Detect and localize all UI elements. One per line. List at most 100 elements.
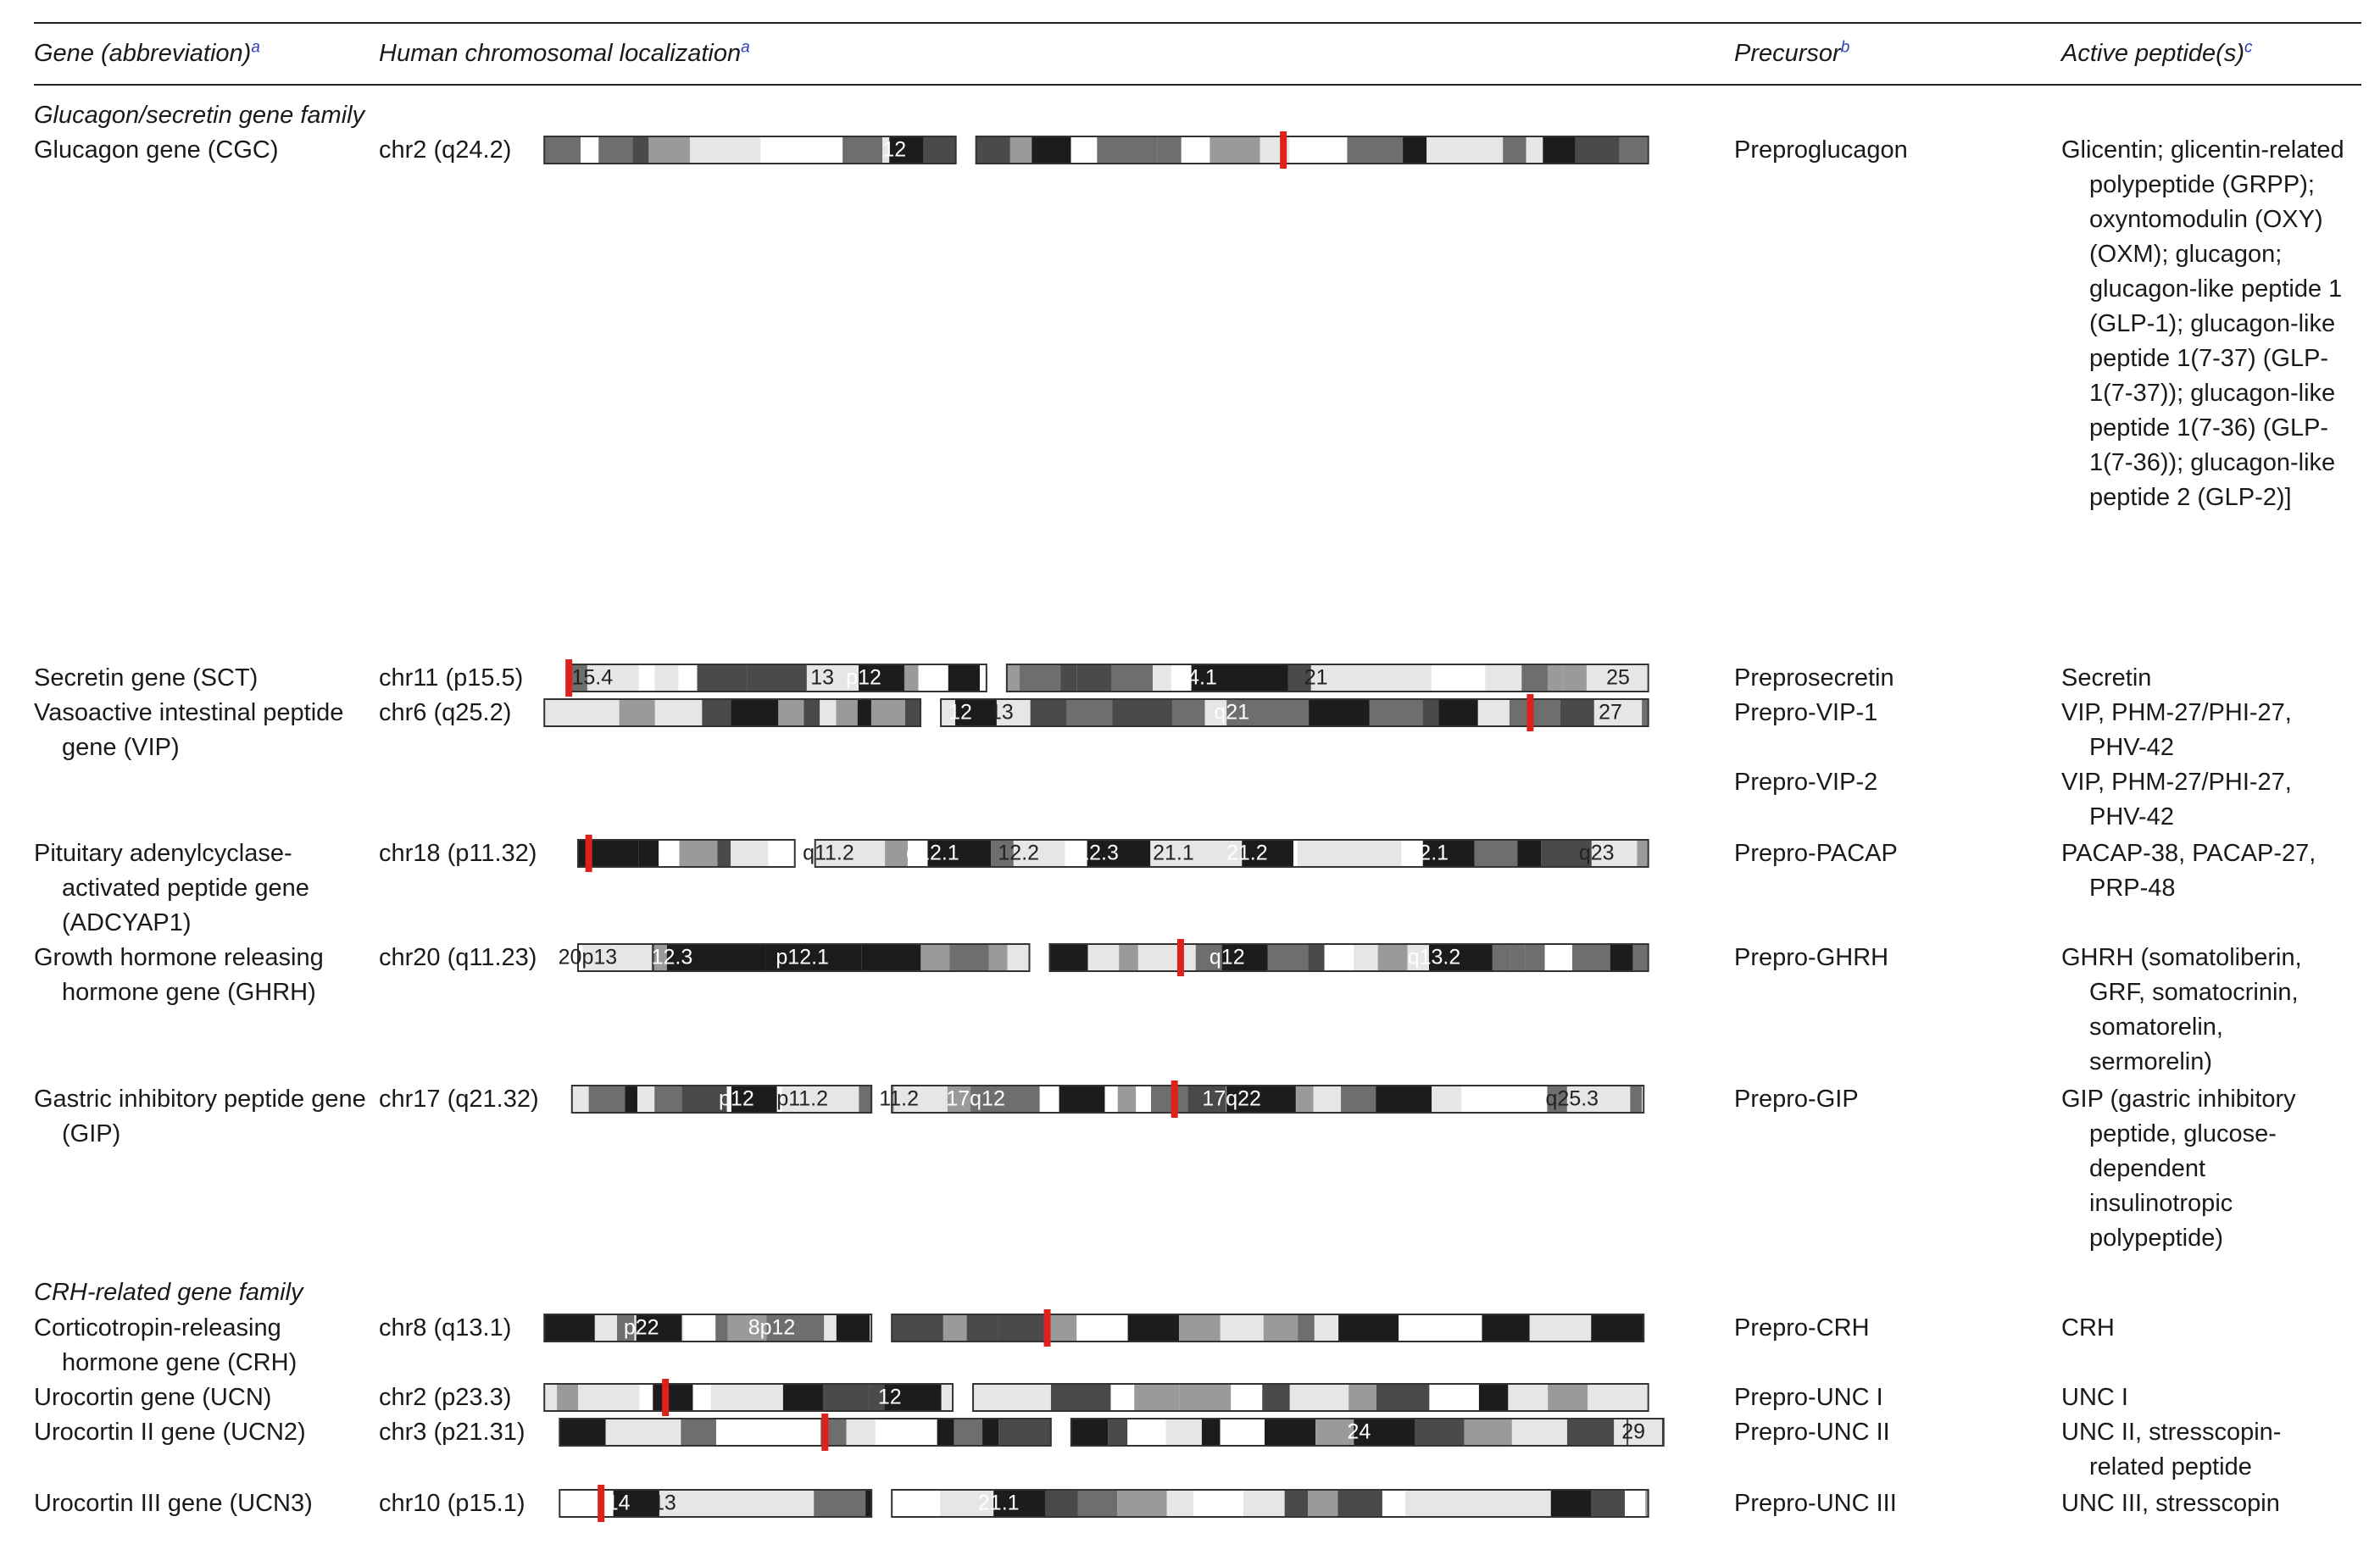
band-label-bg bbox=[817, 665, 852, 691]
chromosome-band bbox=[594, 1314, 617, 1342]
chromosome-band bbox=[1181, 136, 1210, 164]
chromosome-band bbox=[892, 1490, 941, 1517]
chromosome-band bbox=[746, 1384, 783, 1411]
chromosome-band bbox=[870, 1314, 872, 1342]
chromosome-outline bbox=[1005, 664, 1649, 692]
band-label: 25 bbox=[1606, 666, 1630, 690]
chromosome-outline bbox=[559, 1418, 1052, 1447]
chromosome-outline bbox=[543, 1314, 873, 1342]
precursor: Prepro-VIP-1 bbox=[1734, 699, 1878, 726]
chromosome-band bbox=[1134, 1384, 1180, 1411]
precursor-list: Prepro-VIP-1 VIP, PHM-27/PHI-27, PHV-42 Pr… bbox=[1734, 696, 2361, 835]
header-gene: Gene (abbreviation)a bbox=[34, 36, 260, 71]
band-label: 11.2 bbox=[879, 1087, 919, 1111]
chromosome-band bbox=[1187, 1086, 1226, 1113]
chromosome-band bbox=[1110, 1384, 1135, 1411]
band-label-bg bbox=[889, 137, 924, 163]
chromosome-band bbox=[1461, 1086, 1497, 1113]
chromosome-band bbox=[1376, 664, 1393, 692]
header-text: Active peptide(s) bbox=[2061, 40, 2244, 67]
band-label-bg bbox=[1354, 1419, 1388, 1445]
chromosome-band bbox=[1496, 1086, 1548, 1113]
active-peptides: VIP, PHM-27/PHI-27, PHV-42 bbox=[2061, 699, 2292, 761]
chromosome-band bbox=[1265, 1419, 1316, 1446]
band-label-bg bbox=[1422, 841, 1475, 866]
footnote-marker: b bbox=[1840, 38, 1850, 57]
chromosome-band bbox=[1429, 1384, 1479, 1411]
chromosome-band bbox=[605, 1419, 620, 1446]
band-label: 12 bbox=[948, 701, 972, 725]
band-label: 12.2 bbox=[998, 842, 1039, 865]
chromosome-band bbox=[1478, 1384, 1509, 1411]
band-label-bg bbox=[636, 1315, 682, 1341]
chromosome: 15.4 13 p12 14.1 21 25 bbox=[565, 659, 1649, 697]
band-label-bg bbox=[970, 1086, 1040, 1112]
band-label: p22 bbox=[624, 1316, 659, 1340]
precursor-list: Preproglucagon Glicentin; glicentin-relat… bbox=[1734, 133, 2361, 515]
chromosome-band bbox=[1087, 944, 1120, 971]
active-peptides: VIP, PHM-27/PHI-27, PHV-42 bbox=[2061, 769, 2292, 830]
chromosome-band bbox=[1111, 664, 1154, 692]
band-label: 8p12 bbox=[748, 1316, 796, 1340]
chromosome-band bbox=[1077, 1490, 1118, 1517]
chromosome-band bbox=[966, 1314, 998, 1342]
chromosome-band bbox=[715, 1314, 728, 1342]
chromosome-band bbox=[1127, 1419, 1166, 1446]
gene-marker bbox=[662, 1379, 670, 1416]
chromosome-band bbox=[1032, 136, 1071, 164]
chromosome-band bbox=[1526, 136, 1543, 164]
chromosome-band bbox=[797, 136, 843, 164]
header-localization: Human chromosomal localizationa bbox=[379, 36, 750, 71]
band-label-bg bbox=[1428, 945, 1493, 970]
chromosome-band bbox=[782, 1384, 823, 1411]
band-label: 12.3 bbox=[652, 946, 693, 969]
chromosome-band bbox=[1508, 1384, 1549, 1411]
chromosome-location: chr2 (p23.3) bbox=[379, 1384, 512, 1411]
chromosome-band bbox=[768, 840, 795, 867]
band-label: q21 bbox=[1214, 701, 1249, 725]
chromosome-band bbox=[1050, 1384, 1111, 1411]
chromosome-band bbox=[988, 944, 1008, 971]
band-label-bg bbox=[1168, 841, 1221, 866]
chromosome-band bbox=[973, 1384, 1010, 1411]
precursor: Prepro-UNC I bbox=[1734, 1384, 1883, 1411]
chromosome: 24 29 bbox=[559, 1414, 1665, 1451]
chromosome-band bbox=[1049, 944, 1088, 971]
chromosome-band bbox=[1482, 1314, 1530, 1342]
chromosome-band bbox=[718, 1490, 742, 1517]
band-label-bg bbox=[797, 1086, 859, 1112]
chromosome-band bbox=[1376, 1086, 1432, 1113]
chromosome-band bbox=[982, 1419, 999, 1446]
chromosome-band bbox=[1591, 1490, 1626, 1517]
header-text: Human chromosomal localization bbox=[379, 40, 742, 67]
chromosome-band bbox=[1393, 664, 1432, 692]
band-label: 13 bbox=[990, 701, 1014, 725]
chromosome-band bbox=[1588, 1384, 1640, 1411]
chromosome-band bbox=[1625, 1490, 1646, 1517]
band-label-bg bbox=[996, 700, 1031, 725]
chromosome-band bbox=[689, 136, 716, 164]
precursor: Prepro-GHRH bbox=[1734, 944, 1889, 971]
chromosome: 20p13 12.3 p12.1 q12 q13.2 bbox=[559, 939, 1649, 976]
band-label: q12.3 bbox=[1065, 842, 1119, 865]
chromosome-band bbox=[1060, 664, 1077, 692]
chromosome-band bbox=[1575, 136, 1620, 164]
gene-name: Pituitary adenylcyclase-activated peptid… bbox=[34, 840, 309, 936]
gene-marker bbox=[585, 835, 592, 872]
gene-marker bbox=[1280, 131, 1287, 169]
chromosome-band bbox=[1066, 699, 1113, 726]
chromosome-location: chr2 (q24.2) bbox=[379, 136, 512, 164]
chromosome-band bbox=[1289, 136, 1348, 164]
band-label: 20p13 bbox=[559, 946, 618, 969]
precursor-row: Prepro-CRH CRH bbox=[1734, 1311, 2361, 1346]
chromosome-band bbox=[1403, 136, 1427, 164]
chromosome-band bbox=[1518, 1490, 1551, 1517]
band-label-bg bbox=[797, 945, 861, 970]
chromosome-band bbox=[1639, 1384, 1649, 1411]
precursor-row: Prepro-UNC I UNC I bbox=[1734, 1380, 2361, 1415]
precursor-list: Prepro-GIP GIP (gastric inhibitory peptid… bbox=[1734, 1082, 2361, 1256]
chromosome-band bbox=[1009, 136, 1032, 164]
chromosome-band bbox=[544, 136, 581, 164]
chromosome-band bbox=[659, 840, 680, 867]
